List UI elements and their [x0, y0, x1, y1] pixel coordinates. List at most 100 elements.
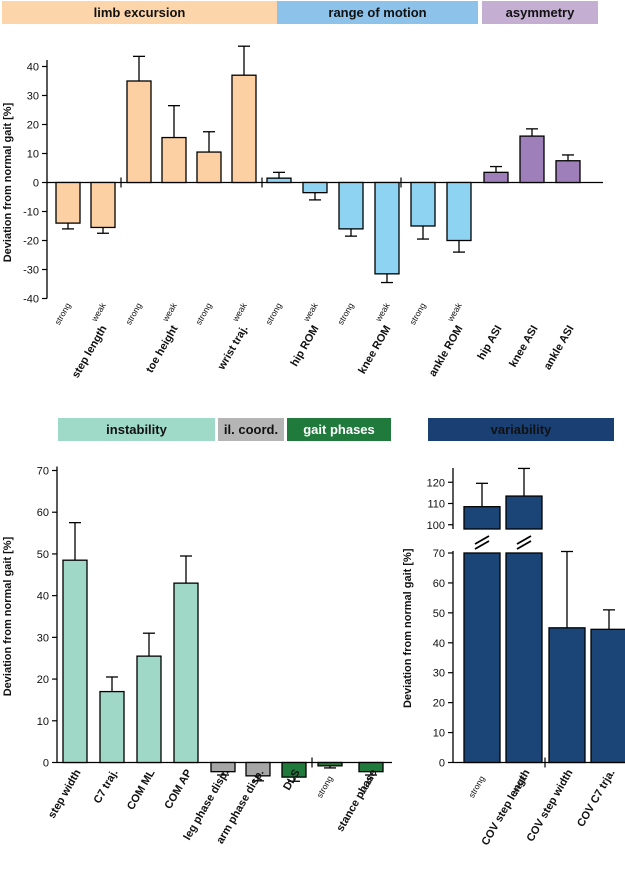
panel-c-bar-upper — [463, 506, 501, 530]
panel-a-bar — [519, 135, 545, 184]
panel-a-category-label: ankle ASI — [542, 324, 577, 373]
panel-a-y-tick-label: 30 — [27, 91, 39, 103]
panel-c-axis-break-mark — [516, 540, 532, 550]
panel-b-header-0-band — [58, 418, 215, 441]
panel-b-bar-sublabel: strong — [314, 774, 335, 800]
panel-a-header-0-label: limb excursion — [94, 5, 186, 20]
panel-a-bar — [55, 181, 81, 224]
panel-c-axis-break-mark — [516, 535, 532, 545]
panel-b-y-tick-label: 50 — [37, 549, 49, 561]
panel-c-bar-lower — [463, 552, 501, 764]
panel-a-y-tick-label: 40 — [27, 62, 39, 74]
panel-a-y-tick-label: 10 — [27, 149, 39, 161]
panel-a-bar — [555, 160, 581, 184]
panel-b-y-tick-label: 60 — [37, 507, 49, 519]
panel-a-y-tick-label: -30 — [23, 265, 39, 277]
panel-a-bar-sublabel: strong — [263, 301, 284, 327]
panel-a-y-tick-label: 20 — [27, 120, 39, 132]
panel-a-category-label: wrist traj. — [215, 324, 250, 373]
panel-b-y-tick-label: 0 — [43, 758, 49, 770]
panel-b-bar — [136, 655, 162, 764]
panel-a-bar-sublabel: weak — [445, 300, 464, 324]
panel-a-bar-sublabel: strong — [52, 301, 73, 327]
panel-b-header-1-label: il. coord. — [224, 422, 278, 437]
panel-a-y-tick-label: -10 — [23, 207, 39, 219]
panel-a-category-label: knee ROM — [356, 324, 393, 377]
panel-a-bar — [161, 136, 187, 184]
panel-a-y-axis-title: Deviation from normal gait [%] — [2, 102, 14, 262]
panel-a-bar — [302, 181, 328, 194]
panel-a-header-2-label: asymmetry — [506, 5, 575, 20]
panel-c-y-tick-label: 20 — [433, 698, 445, 710]
panel-c-header-0-label: variability — [491, 422, 552, 437]
panel-a-category-label: ankle ROM — [427, 324, 466, 379]
panel-b-header-1-band — [218, 418, 284, 441]
panel-a-bar-sublabel: strong — [407, 301, 428, 327]
panel-c-y-tick-label: 10 — [433, 728, 445, 740]
panel-a-bar — [410, 181, 436, 227]
panel-a-header-1-band — [277, 1, 478, 24]
panel-a-bar-sublabel: weak — [160, 300, 179, 324]
panel-a-category-label: knee ASI — [507, 324, 540, 370]
panel-b-category-label: step width — [46, 767, 84, 820]
panel-a-y-tick-label: -40 — [23, 294, 39, 306]
panel-b-category-label: COM AP — [162, 768, 194, 812]
panel-a-bar — [231, 74, 257, 184]
panel-b-y-tick-label: 30 — [37, 632, 49, 644]
panel-a-category-label: hip ROM — [289, 324, 322, 369]
panel-c-y-tick-label: 110 — [427, 499, 445, 511]
panel-c-y-tick-label: 100 — [427, 520, 445, 532]
panel-c-y-tick-label: 40 — [433, 638, 445, 650]
panel-a-bar — [266, 177, 292, 184]
panel-a-header-2-band — [482, 1, 598, 24]
panel-a-header-0-band — [2, 1, 277, 24]
panel-c-category-label: COV step width — [525, 767, 576, 844]
panel-b-bar — [62, 559, 88, 764]
panel-a-bar-sublabel: weak — [89, 300, 108, 324]
panel-a-category-label: step length — [70, 323, 110, 380]
panel-a-y-tick-label: 0 — [33, 178, 39, 190]
panel-a-bar-sublabel: weak — [373, 300, 392, 324]
panel-c-y-tick-label: 70 — [433, 548, 445, 560]
panel-a-bar — [196, 151, 222, 184]
panel-c-y-tick-label: 0 — [439, 758, 445, 770]
panel-c-y-tick-label: 120 — [427, 477, 445, 489]
panel-c-y-tick-label: 50 — [433, 608, 445, 620]
panel-c-y-tick-label: 30 — [433, 668, 445, 680]
panel-c-bar — [548, 627, 586, 764]
panel-c-category-label: COV C7 trja. — [575, 768, 617, 830]
panel-a-bar — [126, 80, 152, 184]
panel-c-y-tick-label: 60 — [433, 578, 445, 590]
panel-b-category-label: C7 traj. — [92, 768, 121, 806]
panel-b-header-0-label: instability — [106, 422, 167, 437]
panel-b-bar — [317, 761, 343, 767]
panel-b-category-label: stance phase — [334, 768, 379, 834]
panel-c-bar — [590, 628, 625, 764]
panel-a-bar — [90, 181, 116, 229]
panel-a-bar-sublabel: strong — [123, 301, 144, 327]
panel-c-bar-upper — [505, 495, 543, 530]
panel-c-category-label: COV step length — [479, 767, 532, 847]
panel-a-bar — [338, 181, 364, 230]
panel-b-y-tick-label: 20 — [37, 674, 49, 686]
panel-a-bar — [483, 171, 509, 184]
panel-b-y-tick-label: 40 — [37, 591, 49, 603]
panel-c-axis-break-mark — [474, 535, 490, 545]
panel-a-bar — [374, 181, 400, 275]
panel-b-header-2-label: gait phases — [303, 422, 375, 437]
panel-b-category-label: COM ML — [125, 767, 158, 812]
panel-a-bar — [446, 181, 472, 242]
panel-c-header-0-band — [428, 418, 614, 441]
panel-c-axis-break-mark — [474, 540, 490, 550]
panel-b-y-tick-label: 70 — [37, 466, 49, 478]
panel-a-category-label: hip ASI — [475, 324, 504, 362]
panel-a-header-1-label: range of motion — [328, 5, 426, 20]
panel-b-bar — [99, 690, 125, 764]
panel-a-category-label: toe height — [144, 323, 181, 375]
panel-b-y-tick-label: 10 — [37, 716, 49, 728]
panel-a-bar-sublabel: strong — [193, 301, 214, 327]
panel-c-y-axis-title: Deviation from normal gait [%] — [402, 548, 414, 708]
panel-a-bar-sublabel: strong — [335, 301, 356, 327]
panel-b-header-2-band — [287, 418, 391, 441]
